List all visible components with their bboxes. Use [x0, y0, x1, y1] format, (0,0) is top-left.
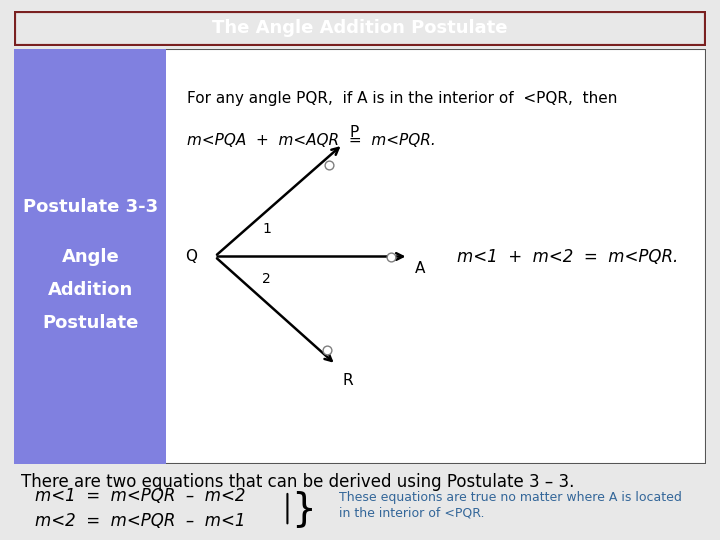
Text: m<1  +  m<2  =  m<PQR.: m<1 + m<2 = m<PQR. — [456, 247, 678, 266]
Point — [323, 161, 335, 170]
Text: Postulate 3-3: Postulate 3-3 — [23, 198, 158, 215]
Text: R: R — [343, 373, 354, 388]
Text: A: A — [415, 261, 426, 276]
Point — [321, 346, 333, 354]
Text: 2: 2 — [262, 272, 271, 286]
Text: m<PQA  +  m<AQR  =  m<PQR.: m<PQA + m<AQR = m<PQR. — [187, 133, 436, 147]
Text: Addition: Addition — [48, 281, 133, 299]
Text: P: P — [350, 125, 359, 140]
Text: The Angle Addition Postulate: The Angle Addition Postulate — [212, 19, 508, 37]
Text: Q: Q — [186, 249, 197, 264]
Text: }: } — [291, 490, 315, 528]
Text: For any angle PQR,  if A is in the interior of  <PQR,  then: For any angle PQR, if A is in the interi… — [187, 91, 618, 106]
Bar — [14, 49, 166, 464]
Text: Postulate: Postulate — [42, 314, 139, 332]
Text: 1: 1 — [262, 222, 271, 237]
FancyBboxPatch shape — [14, 49, 706, 464]
Text: m<1  =  m<PQR  –  m<2: m<1 = m<PQR – m<2 — [35, 487, 246, 505]
Text: There are two equations that can be derived using Postulate 3 – 3.: There are two equations that can be deri… — [22, 473, 575, 491]
Text: These equations are true no matter where A is located
in the interior of <PQR.: These equations are true no matter where… — [339, 491, 682, 519]
Text: Angle: Angle — [61, 247, 120, 266]
Text: m<2  =  m<PQR  –  m<1: m<2 = m<PQR – m<1 — [35, 511, 246, 530]
Point — [385, 252, 397, 261]
